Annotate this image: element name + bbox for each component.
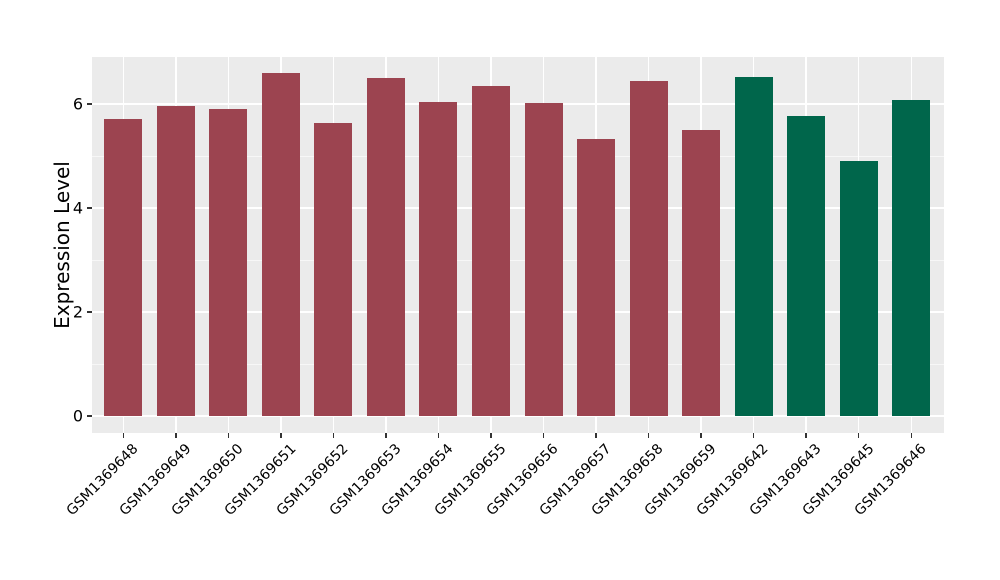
x-tick-mark [490, 433, 492, 438]
y-tick-label: 2 [72, 302, 83, 322]
minor-gridline [92, 155, 944, 157]
bar-GSM1369658 [629, 81, 668, 416]
bar-GSM1369657 [577, 138, 616, 416]
x-tick-mark [175, 433, 177, 438]
bar-GSM1369643 [787, 115, 826, 416]
bar-GSM1369650 [209, 108, 248, 416]
bar-GSM1369645 [839, 161, 878, 416]
x-tick-mark [542, 433, 545, 438]
bar-GSM1369653 [366, 78, 405, 416]
bar-GSM1369659 [682, 130, 721, 416]
bar-GSM1369648 [104, 118, 143, 416]
bar-GSM1369646 [892, 99, 931, 416]
x-tick-mark [227, 433, 230, 438]
bar-GSM1369652 [314, 123, 353, 416]
x-tick-mark [122, 433, 125, 438]
y-tick-label: 4 [72, 198, 83, 218]
y-tick-label: 6 [72, 94, 83, 114]
bar-GSM1369654 [419, 101, 458, 416]
bar-GSM1369651 [261, 73, 300, 416]
x-tick-mark [437, 433, 440, 438]
x-tick-mark [385, 433, 387, 438]
x-tick-mark [332, 433, 335, 438]
x-tick-mark [752, 433, 755, 438]
bar-GSM1369655 [472, 85, 510, 416]
x-tick-mark [910, 433, 912, 438]
major-gridline [92, 103, 944, 105]
plot-panel [92, 57, 944, 433]
bar-GSM1369642 [734, 76, 773, 416]
y-tick-label: 0 [72, 406, 83, 426]
y-tick-mark [87, 311, 92, 313]
y-tick-mark [87, 103, 92, 105]
bar-GSM1369649 [156, 106, 195, 416]
major-gridline [92, 415, 944, 417]
major-gridline [92, 207, 944, 209]
x-tick-mark [647, 433, 650, 438]
bar-GSM1369656 [524, 102, 563, 416]
x-tick-mark [700, 433, 702, 438]
x-tick-mark [595, 433, 597, 438]
minor-gridline [92, 259, 944, 261]
major-gridline [92, 311, 944, 313]
y-tick-mark [87, 207, 92, 209]
minor-gridline [92, 363, 944, 365]
y-tick-mark [87, 415, 92, 417]
x-tick-mark [857, 433, 860, 438]
x-tick-mark [280, 433, 282, 438]
x-tick-mark [805, 433, 807, 438]
